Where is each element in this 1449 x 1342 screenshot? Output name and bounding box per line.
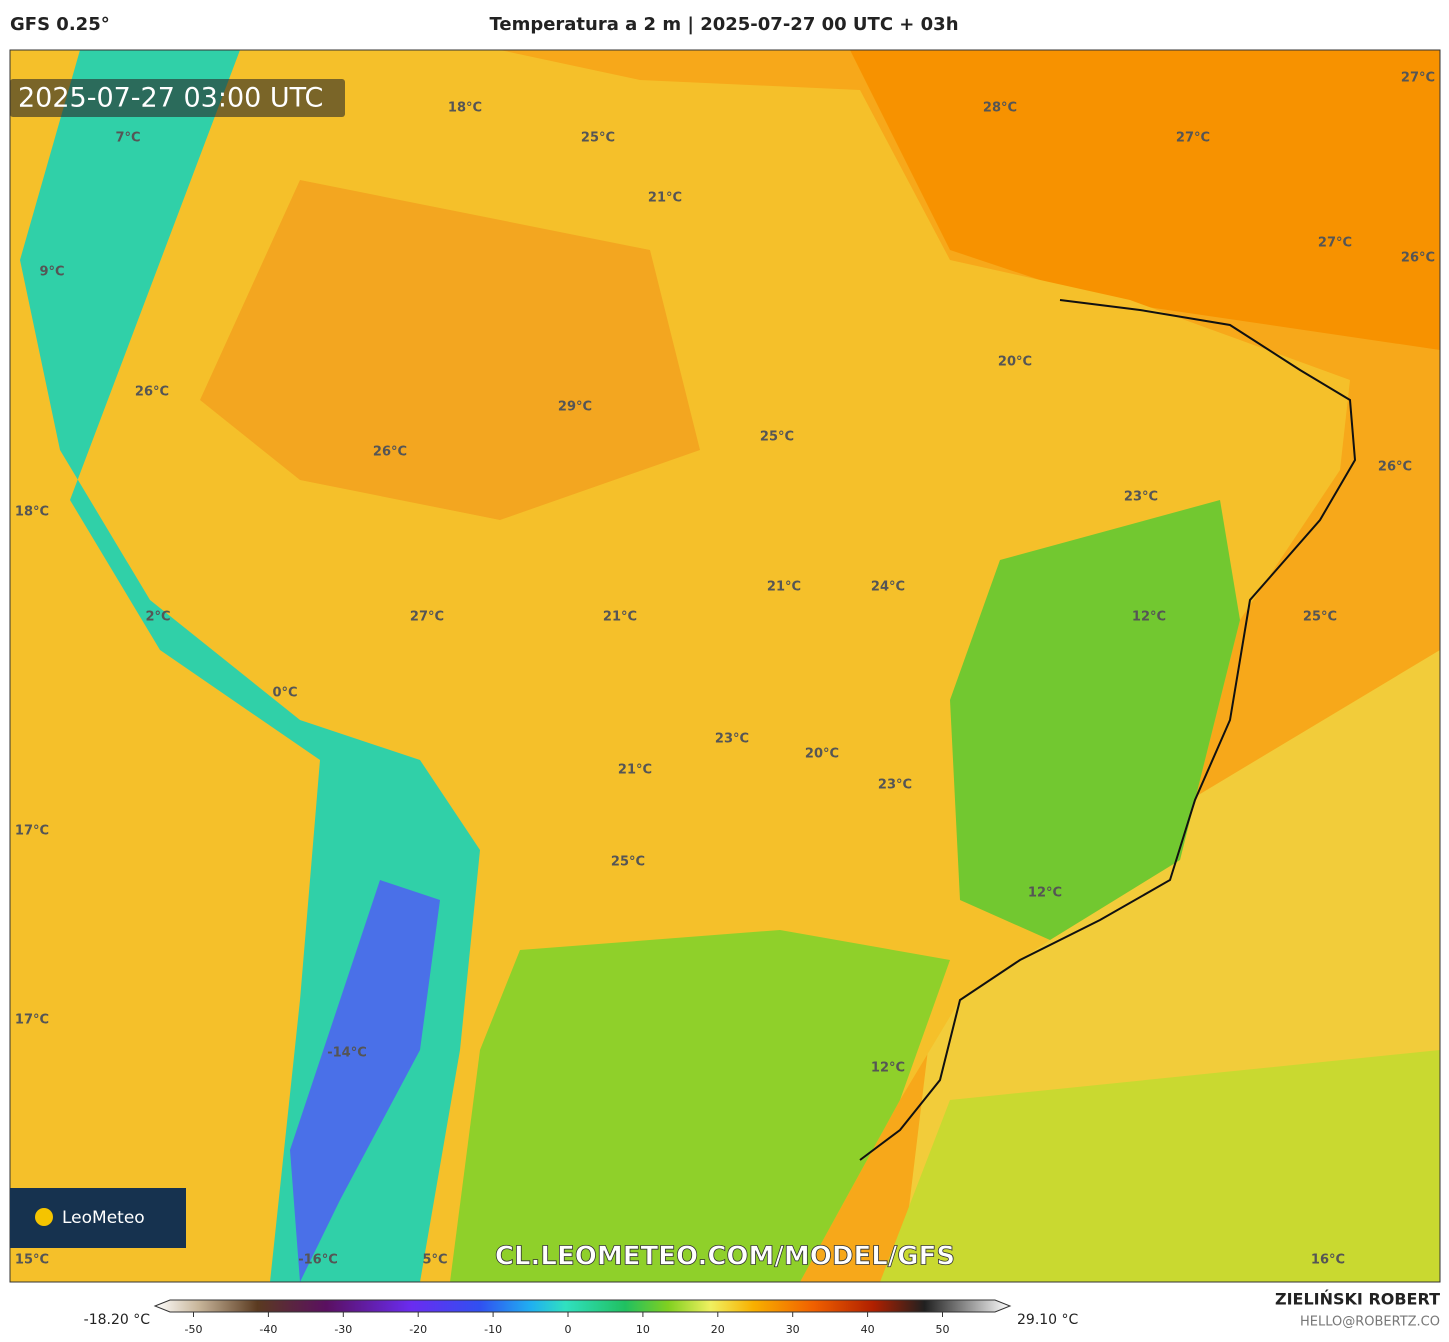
- temperature-label: 21°C: [767, 580, 801, 595]
- map: [9, 49, 1441, 1283]
- south-cool: [450, 930, 950, 1282]
- temperature-label: 26°C: [373, 445, 407, 460]
- author: ZIELIŃSKI ROBERT: [1275, 1290, 1440, 1309]
- temperature-label: 29°C: [558, 400, 592, 415]
- temperature-label: 26°C: [135, 385, 169, 400]
- temperature-label: 27°C: [410, 610, 444, 625]
- colorbar-tick-label: 40: [861, 1323, 875, 1336]
- temperature-label: 23°C: [1124, 490, 1158, 505]
- temperature-label: 20°C: [805, 747, 839, 762]
- temperature-label: 12°C: [1132, 610, 1166, 625]
- temperature-label: 25°C: [760, 430, 794, 445]
- temperature-label: 26°C: [1378, 460, 1412, 475]
- andes-cold: [290, 880, 440, 1282]
- colorbar-tick-label: -10: [484, 1323, 502, 1336]
- model-name: GFS 0.25°: [10, 14, 110, 35]
- temperature-label: 21°C: [603, 610, 637, 625]
- temperature-label: 15°C: [15, 1253, 49, 1268]
- temperature-label: 17°C: [15, 1013, 49, 1028]
- coastline: [859, 299, 1357, 1161]
- email: HELLO@ROBERTZ.CO: [1300, 1315, 1440, 1330]
- temperature-label: 27°C: [1176, 131, 1210, 146]
- temperature-label: 23°C: [878, 778, 912, 793]
- colorbar-tick-label: 0: [565, 1323, 572, 1336]
- colorbar-tick-label: -50: [185, 1323, 203, 1336]
- timestamp: 2025-07-27 03:00 UTC: [18, 83, 323, 114]
- temperature-label: 24°C: [871, 580, 905, 595]
- ocean-south-cool: [880, 1050, 1440, 1282]
- colorbar-min: -18.20 °C: [84, 1312, 151, 1328]
- temperature-label: 9°C: [39, 265, 64, 280]
- colorbar-tick-label: 10: [636, 1323, 650, 1336]
- temperature-label: 26°C: [1401, 251, 1435, 266]
- colorbar-tick-label: -30: [334, 1323, 352, 1336]
- highlands-cool: [950, 500, 1240, 940]
- temperature-label: 21°C: [648, 191, 682, 206]
- colorbar-tick-label: 30: [786, 1323, 800, 1336]
- temperature-label: 23°C: [715, 732, 749, 747]
- colorbar: [153, 1299, 1012, 1313]
- temperature-label: 16°C: [1311, 1253, 1345, 1268]
- temperature-label: 28°C: [983, 101, 1017, 116]
- temperature-label: 25°C: [611, 855, 645, 870]
- map-title: Temperatura a 2 m | 2025-07-27 00 UTC + …: [489, 14, 958, 35]
- temperature-label: 5°C: [422, 1253, 447, 1268]
- ocean-warm: [10, 50, 1440, 350]
- logo: LeoMeteo: [62, 1208, 145, 1228]
- timestamp-box: [10, 79, 345, 117]
- temperature-label: 20°C: [998, 355, 1032, 370]
- temperature-label: 7°C: [115, 131, 140, 146]
- temperature-label: -16°C: [298, 1253, 338, 1268]
- temperature-label: 0°C: [272, 686, 297, 701]
- colorbar-tick-label: 50: [936, 1323, 950, 1336]
- colorbar-tick-label: -40: [259, 1323, 277, 1336]
- temperature-label: 21°C: [618, 763, 652, 778]
- colorbar-max: 29.10 °C: [1017, 1312, 1079, 1328]
- temperature-label: 12°C: [871, 1061, 905, 1076]
- map-frame: [9, 49, 1441, 1283]
- temperature-label: 2°C: [145, 610, 170, 625]
- temperature-label: 25°C: [1303, 610, 1337, 625]
- temperature-label: 18°C: [448, 101, 482, 116]
- amazon-warm: [200, 180, 700, 520]
- watermark: CL.LEOMETEO.COM/MODEL/GFS: [495, 1242, 955, 1272]
- temperature-label: 12°C: [1028, 886, 1062, 901]
- logo-sun: [35, 1208, 53, 1226]
- temperature-label: 27°C: [1401, 71, 1435, 86]
- temperature-label: 27°C: [1318, 236, 1352, 251]
- temperature-label: 17°C: [15, 824, 49, 839]
- temperature-label: -14°C: [327, 1046, 367, 1061]
- colorbar-tick-label: -20: [409, 1323, 427, 1336]
- colorbar-tick-label: 20: [711, 1323, 725, 1336]
- temperature-label: 25°C: [581, 131, 615, 146]
- temperature-label: 18°C: [15, 505, 49, 520]
